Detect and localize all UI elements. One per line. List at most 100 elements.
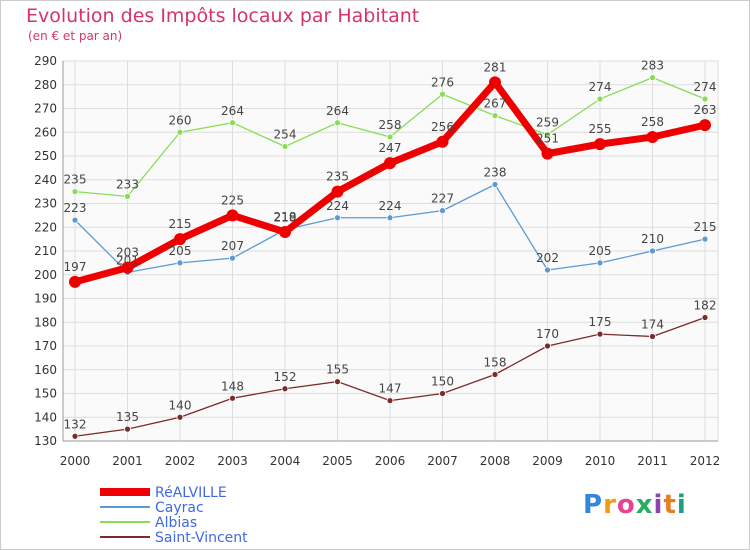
- x-tick-label: 2010: [585, 454, 616, 468]
- data-label: 205: [169, 244, 192, 258]
- data-label: 258: [379, 118, 402, 132]
- data-point: [229, 394, 236, 402]
- y-tick-label: 270: [34, 102, 57, 116]
- data-point: [124, 425, 131, 433]
- data-point: [596, 259, 604, 267]
- y-tick-label: 210: [34, 244, 57, 258]
- x-tick-label: 2000: [60, 454, 91, 468]
- data-label: 155: [326, 363, 349, 377]
- data-point: [699, 119, 711, 132]
- data-label: 135: [116, 410, 139, 424]
- data-label: 274: [694, 80, 717, 94]
- data-label: 254: [274, 128, 297, 142]
- y-tick-label: 180: [34, 315, 57, 329]
- data-label: 132: [64, 417, 87, 431]
- data-label: 283: [641, 59, 664, 73]
- series-albias: [71, 74, 709, 200]
- data-point: [124, 192, 131, 200]
- data-label: 148: [221, 379, 244, 393]
- y-tick-label: 130: [34, 434, 57, 448]
- data-label: 147: [379, 382, 402, 396]
- data-label: 219: [274, 211, 297, 225]
- data-point: [226, 209, 239, 222]
- data-point: [334, 119, 341, 127]
- data-label: 215: [694, 220, 717, 234]
- y-tick-label: 220: [34, 220, 57, 234]
- data-point: [71, 188, 79, 196]
- data-label: 247: [379, 141, 402, 155]
- legend-label: Cayrac: [155, 500, 204, 516]
- chart-title: Evolution des Impôts locaux par Habitant: [26, 5, 420, 27]
- series-cayrac: [71, 181, 709, 276]
- data-label: 202: [536, 251, 559, 265]
- data-label: 276: [431, 75, 454, 89]
- data-point: [384, 157, 396, 170]
- data-label: 267: [484, 97, 507, 111]
- y-tick-label: 190: [34, 292, 57, 306]
- y-tick-label: 160: [34, 363, 57, 377]
- data-label: 235: [64, 173, 87, 187]
- data-point: [596, 330, 604, 338]
- y-tick-label: 260: [34, 125, 57, 139]
- data-label: 264: [221, 104, 244, 118]
- data-point: [334, 378, 341, 386]
- data-label: 210: [641, 232, 664, 246]
- data-label: 235: [326, 170, 349, 184]
- data-point: [176, 413, 184, 421]
- data-label: 150: [431, 375, 454, 389]
- data-point: [491, 181, 499, 188]
- data-label: 205: [589, 244, 612, 258]
- data-point: [594, 138, 606, 151]
- y-tick-label: 290: [34, 54, 57, 68]
- y-tick-label: 150: [34, 387, 57, 401]
- y-tick-label: 200: [34, 268, 57, 282]
- data-point: [436, 135, 449, 148]
- data-point: [439, 390, 446, 397]
- data-point: [489, 76, 501, 89]
- data-point: [544, 266, 551, 274]
- data-label: 182: [694, 299, 717, 313]
- data-point: [649, 74, 656, 82]
- data-point: [176, 259, 184, 267]
- data-label: 218: [274, 210, 297, 224]
- data-point: [649, 247, 656, 255]
- legend-label: Albias: [155, 515, 197, 531]
- y-tick-label: 250: [34, 149, 57, 163]
- data-point: [386, 133, 394, 141]
- data-point: [176, 128, 184, 136]
- data-label: 256: [431, 120, 454, 134]
- data-point: [596, 95, 604, 103]
- data-label: 175: [589, 315, 612, 329]
- x-tick-label: 2003: [217, 454, 248, 468]
- data-label: 264: [326, 104, 349, 118]
- data-point: [71, 216, 79, 224]
- data-label: 281: [484, 60, 507, 74]
- data-point: [386, 397, 394, 405]
- data-point: [331, 185, 344, 198]
- data-point: [491, 112, 499, 120]
- data-label: 260: [169, 113, 192, 127]
- data-point: [281, 385, 289, 393]
- data-label: 215: [169, 217, 192, 231]
- data-point: [229, 254, 236, 262]
- data-label: 174: [641, 318, 664, 332]
- data-label: 225: [221, 193, 244, 207]
- data-label: 207: [221, 239, 244, 253]
- data-label: 263: [694, 103, 717, 117]
- data-label: 251: [536, 132, 559, 146]
- data-point: [491, 371, 499, 378]
- series-r-alville: [69, 76, 711, 288]
- data-label: 258: [641, 115, 664, 129]
- data-point: [544, 131, 551, 139]
- x-tick-label: 2008: [480, 454, 511, 468]
- data-point: [649, 333, 656, 340]
- chart-subtitle: (en € et par an): [28, 29, 123, 43]
- data-point: [69, 275, 81, 288]
- x-tick-label: 2001: [112, 454, 143, 468]
- data-label: 201: [116, 253, 139, 267]
- data-point: [701, 235, 709, 243]
- data-point: [174, 233, 186, 246]
- data-point: [121, 261, 134, 274]
